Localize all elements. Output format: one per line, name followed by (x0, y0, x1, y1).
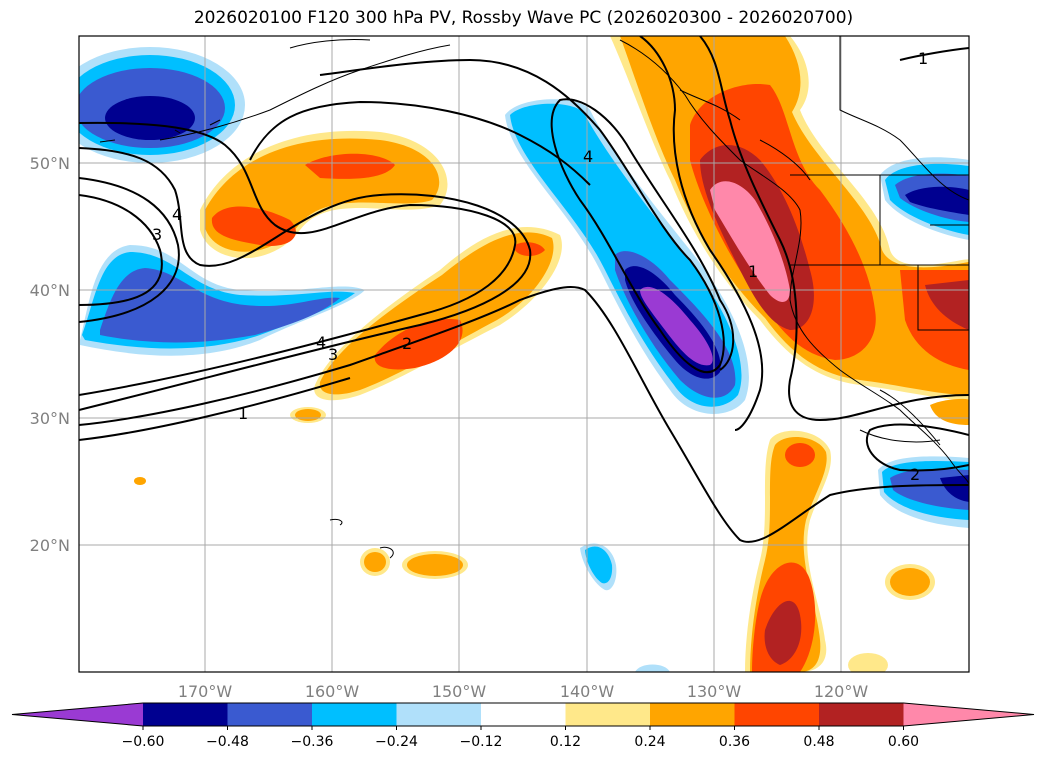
colorbar-segment (650, 703, 735, 726)
colorbar-tick-label: 0.60 (888, 734, 919, 750)
positive-anomaly-south (745, 430, 831, 672)
contour-label: 3 (152, 225, 162, 244)
pv-contours (79, 36, 969, 543)
colorbar-tick-label: 0.36 (719, 734, 750, 750)
lon-tick-label: 160°W (305, 682, 360, 701)
contour-labels: 1 4 3 4 3 2 1 4 1 2 (152, 49, 928, 484)
colorbar: −0.60 −0.48 −0.36 −0.24 −0.12 0.12 0.24 0.36 0.4… (11, 702, 1035, 750)
contour-label: 2 (402, 334, 412, 353)
contour-label: 4 (583, 147, 593, 166)
lat-tick-label: 40°N (30, 281, 70, 300)
map-frame (78, 35, 970, 673)
lat-tick-label: 30°N (30, 409, 70, 428)
negative-anomaly-east (580, 157, 969, 672)
negative-anomaly-northwest (79, 47, 245, 163)
colorbar-extend-min (12, 703, 143, 726)
contour-label: 4 (316, 333, 326, 352)
coastlines (99, 36, 969, 559)
colorbar-segment (143, 703, 228, 726)
negative-anomaly-west (80, 245, 365, 356)
map-title: 2026020100 F120 300 hPa PV, Rossby Wave … (193, 8, 854, 28)
lat-tick-label: 20°N (30, 536, 70, 555)
colorbar-segment (312, 703, 397, 726)
colorbar-segment (819, 703, 904, 726)
positive-anomaly-small (134, 407, 935, 672)
colorbar-tick-label: 0.24 (634, 734, 665, 750)
colorbar-segment (734, 703, 820, 726)
colorbar-segment (565, 703, 651, 726)
colorbar-segment (227, 703, 313, 726)
lon-tick-label: 150°W (432, 682, 487, 701)
lon-tick-label: 140°W (560, 682, 615, 701)
colorbar-tick-label: −0.48 (206, 734, 249, 750)
longitude-labels: 170°W 160°W 150°W 140°W 130°W 120°W (178, 682, 869, 701)
colorbar-tick-label: −0.12 (460, 734, 503, 750)
lon-tick-label: 130°W (687, 682, 742, 701)
colorbar-segment (481, 703, 566, 726)
contour-label: 1 (918, 49, 928, 68)
contour-label: 3 (328, 345, 338, 364)
colorbar-segment (396, 703, 482, 726)
colorbar-tick-label: −0.24 (375, 734, 418, 750)
lat-tick-label: 50°N (30, 154, 70, 173)
contour-label: 1 (748, 262, 758, 281)
lon-tick-label: 120°W (814, 682, 869, 701)
colorbar-extend-max (903, 703, 1034, 726)
colorbar-tick-label: −0.60 (122, 734, 165, 750)
gridlines (79, 36, 969, 672)
colorbar-tick-label: −0.36 (291, 734, 334, 750)
contour-label: 1 (238, 404, 248, 423)
contour-label: 4 (172, 205, 182, 224)
latitude-labels: 50°N 40°N 30°N 20°N (30, 154, 70, 555)
colorbar-tick-label: 0.12 (550, 734, 581, 750)
contour-label: 2 (910, 465, 920, 484)
colorbar-tick-label: 0.48 (803, 734, 834, 750)
lon-tick-label: 170°W (178, 682, 233, 701)
